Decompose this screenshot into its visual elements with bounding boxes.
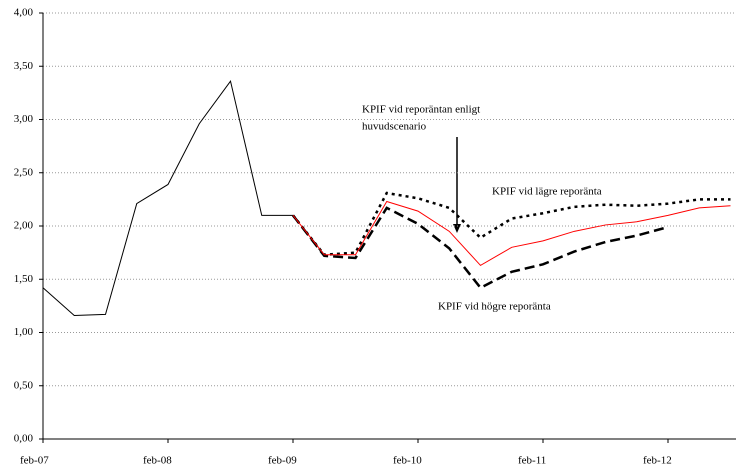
y-tick-label: 3,00: [14, 113, 34, 125]
x-tick-label: feb-12: [643, 455, 672, 467]
series-line: [292, 191, 731, 257]
annotation: huvudscenario: [362, 121, 427, 133]
y-tick-label: 0,50: [14, 379, 34, 391]
x-tick-label: feb-11: [518, 455, 546, 467]
y-tick-label: 3,50: [14, 60, 34, 72]
y-tick-label: 4,00: [14, 7, 34, 19]
annotation: KPIF vid reporäntan enligt: [362, 104, 480, 116]
x-tick-label: feb-09: [268, 455, 297, 467]
series-line: [292, 200, 731, 267]
y-tick-label: 1,00: [14, 326, 34, 338]
x-tick-label: feb-08: [143, 455, 172, 467]
arrow-head: [453, 224, 461, 233]
annotation: KPIF vid lägre reporänta: [492, 186, 602, 198]
annotation: KPIF vid högre reporänta: [438, 301, 551, 313]
series-line: [42, 79, 293, 316]
y-tick-label: 2,00: [14, 220, 34, 232]
x-tick-label: feb-10: [393, 455, 422, 467]
x-tick-label: feb-07: [20, 455, 49, 467]
y-tick-label: 0,00: [14, 433, 34, 445]
y-tick-label: 1,50: [14, 273, 34, 285]
series-line: [292, 206, 669, 290]
y-tick-label: 2,50: [14, 166, 34, 178]
